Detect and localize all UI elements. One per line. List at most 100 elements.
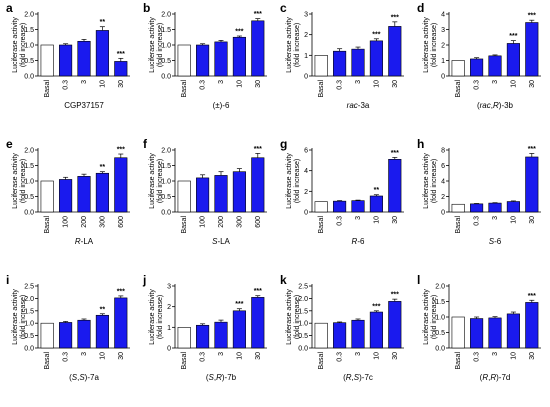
bar-100: [59, 179, 73, 213]
x-tick-label: 30: [529, 352, 536, 360]
bar-0.3: [196, 44, 210, 77]
x-tick-label: 0.3: [474, 216, 481, 226]
x-tick-label: Basal: [44, 352, 51, 370]
panel-letter: j: [142, 273, 146, 287]
panel-letter: a: [6, 1, 13, 15]
significance-marker: ***: [372, 303, 380, 310]
y-axis-label: Luciferase activity(fold increase): [149, 289, 164, 345]
bar-Basal: [314, 201, 328, 213]
x-tick-label: 30: [392, 216, 399, 224]
x-axis-label-part: S: [489, 237, 495, 246]
y-tick-label: 1: [441, 58, 445, 65]
y-axis-label-line1: Luciferase activity: [286, 17, 293, 73]
y-axis-label-line2: (fold increase): [431, 295, 438, 339]
x-axis-label-part: )-7c: [359, 373, 373, 382]
y-tick-label: 0.0: [298, 346, 308, 353]
bar-300: [95, 172, 109, 213]
bar-3: [351, 319, 365, 349]
significance-marker: ***: [117, 51, 125, 58]
y-tick-label: 0.0: [24, 210, 34, 217]
y-axis-label-line2: (fold increase): [431, 159, 438, 203]
panel-letter: k: [280, 273, 287, 287]
chart-panel-e: e Luciferase activity(fold increase)0.0 0.…: [6, 137, 130, 246]
x-axis-label-part: CGP37157: [64, 101, 104, 110]
x-tick-label: 0.3: [474, 352, 481, 362]
bar-0.3: [470, 58, 484, 77]
y-axis-label-line2: (fold increase): [431, 23, 438, 67]
bar-Basal: [40, 44, 54, 77]
bar-300: [232, 171, 246, 213]
panel-letter: e: [6, 137, 13, 151]
bar-0.3: [59, 44, 73, 77]
y-axis-label: Luciferase activity(fold increase): [286, 153, 301, 209]
x-tick-label: 100: [63, 216, 70, 228]
chart-panel-c: c Luciferase activity(fold increase)0 1 2 3 B…: [280, 1, 404, 110]
x-tick-label: 30: [392, 352, 399, 360]
y-tick-label: 2: [167, 304, 171, 311]
x-axis-label-part: S: [212, 237, 218, 246]
y-tick-label: 1.0: [161, 43, 171, 50]
bar-10: [369, 40, 383, 77]
bar-Basal: [177, 180, 191, 213]
y-tick-label: 1.0: [24, 321, 34, 328]
bar-10: [95, 30, 109, 77]
x-axis-label-part: )-7d: [496, 373, 510, 382]
x-tick-label: 10: [373, 80, 380, 88]
x-axis-label-part: (: [69, 373, 72, 382]
y-tick-label: 0.0: [435, 346, 445, 353]
x-axis-label-part: rac: [347, 101, 358, 110]
x-tick-label: 200: [218, 216, 225, 228]
y-axis-label: Luciferase activity(fold increase): [12, 153, 27, 209]
x-axis-label: S-6: [489, 237, 502, 246]
significance-marker: ***: [117, 147, 125, 154]
y-axis-label: Luciferase activity(fold increase): [286, 17, 301, 73]
x-axis-label: (S,S)-7a: [69, 373, 99, 382]
significance-marker: ***: [528, 293, 536, 300]
y-tick-label: 0.5: [24, 333, 34, 340]
x-tick-label: 10: [236, 352, 243, 360]
y-axis-label: Luciferase activity(fold increase): [12, 17, 27, 73]
y-axis-label-line1: Luciferase activity: [149, 153, 156, 209]
bar-0.3: [59, 322, 73, 349]
y-tick-label: 0.5: [298, 333, 308, 340]
x-axis-label-part: -LA: [81, 237, 94, 246]
x-tick-label: Basal: [318, 216, 325, 234]
y-tick-label: 0: [167, 346, 171, 353]
x-tick-label: Basal: [44, 216, 51, 234]
x-tick-label: Basal: [44, 80, 51, 98]
y-axis-label-line1: Luciferase activity: [423, 289, 430, 345]
y-axis-label-line1: Luciferase activity: [423, 17, 430, 73]
y-tick-label: 1: [167, 325, 171, 332]
bar-600: [114, 157, 128, 213]
y-axis-label-line1: Luciferase activity: [286, 289, 293, 345]
panel-letter: c: [280, 1, 287, 15]
x-axis-label: (±)-6: [213, 101, 230, 110]
bar-Basal: [314, 55, 328, 77]
bar-3: [488, 55, 502, 77]
bar-30: [525, 156, 539, 213]
x-tick-label: 10: [373, 352, 380, 360]
y-axis-label-line1: Luciferase activity: [12, 289, 19, 345]
significance-marker: **: [374, 187, 380, 194]
x-tick-label: Basal: [181, 216, 188, 234]
bar-3: [488, 317, 502, 349]
y-axis-label-line2: (fold increase): [20, 159, 27, 203]
x-axis-label-part: -3a: [358, 101, 370, 110]
y-tick-label: 1.0: [435, 315, 445, 322]
x-tick-label: 0.3: [337, 216, 344, 226]
y-tick-label: 4: [304, 168, 308, 175]
x-axis-label: CGP37157: [64, 101, 104, 110]
y-tick-label: 1.0: [161, 179, 171, 186]
x-tick-label: Basal: [318, 80, 325, 98]
x-tick-label: Basal: [181, 352, 188, 370]
significance-marker: **: [100, 19, 106, 26]
bar-30: [525, 302, 539, 349]
x-tick-label: 10: [510, 216, 517, 224]
y-tick-label: 0.5: [24, 194, 34, 201]
y-tick-label: 3: [167, 284, 171, 291]
bar-3: [77, 319, 91, 349]
x-axis-label-part: -6: [357, 237, 365, 246]
significance-marker: ***: [391, 150, 399, 157]
y-tick-label: 2.0: [24, 12, 34, 19]
